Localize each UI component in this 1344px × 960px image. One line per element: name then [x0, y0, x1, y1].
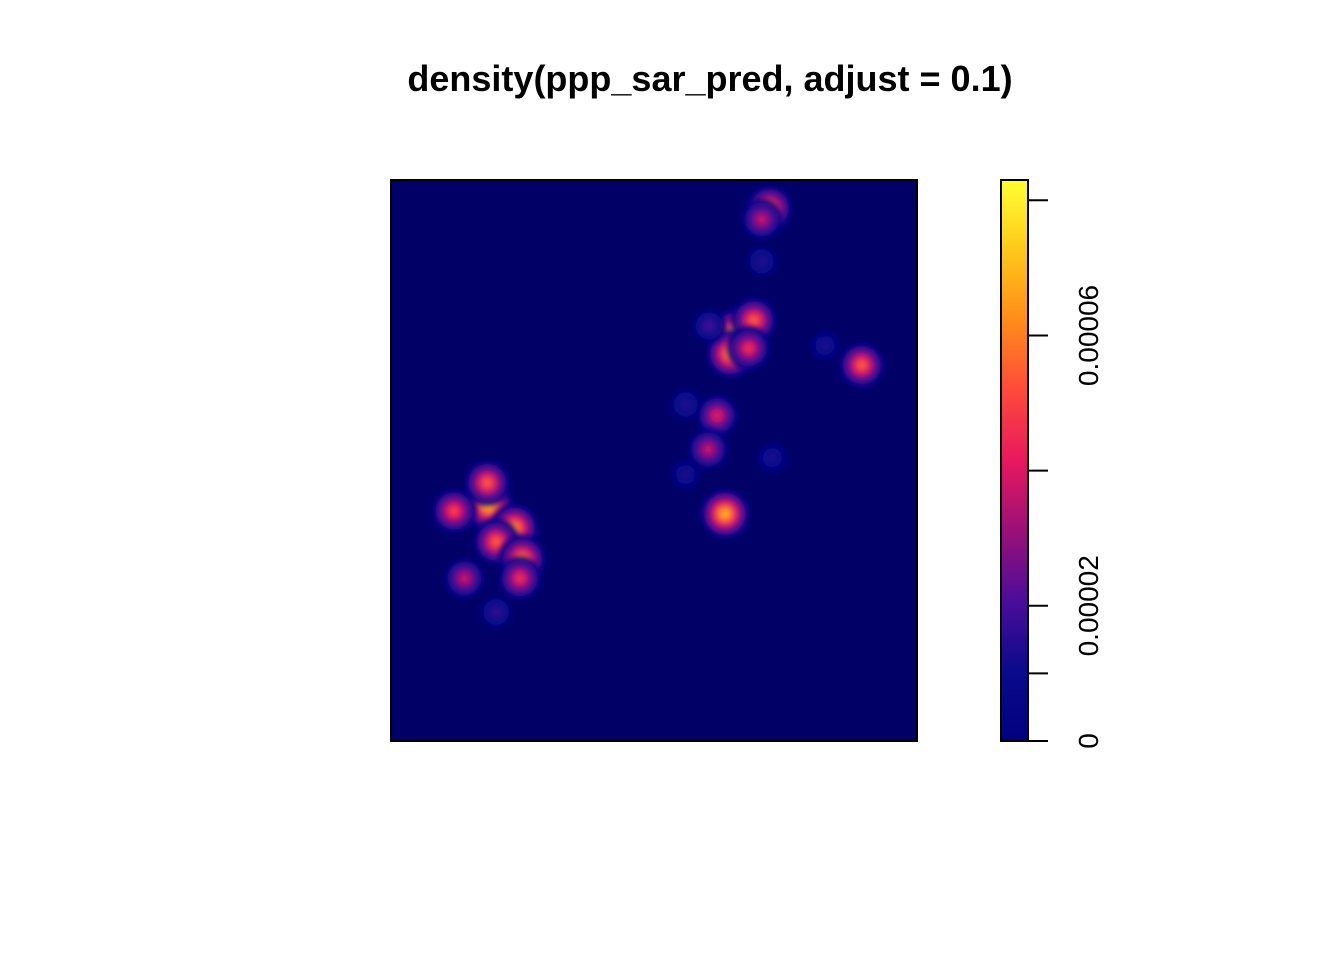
hotspot-lower-spot — [700, 489, 750, 539]
hotspot-ring — [858, 361, 866, 369]
hotspot-left-cluster-g — [498, 556, 542, 600]
hotspot-ring — [706, 323, 712, 329]
hotspot-ring — [493, 609, 499, 615]
hotspot-ring — [461, 575, 468, 582]
hotspot-ring — [450, 507, 458, 515]
hotspot-ring — [492, 538, 501, 546]
hotspot-ring — [759, 258, 765, 264]
hotspot-upper-cluster-d — [727, 326, 771, 370]
plot-frame — [390, 179, 918, 742]
hotspot-ring — [750, 316, 758, 325]
legend-tick-label: 0.00002 — [1073, 555, 1104, 656]
hotspot-ring — [822, 343, 828, 348]
hotspot-ring — [683, 401, 689, 407]
hotspot-left-cluster-b — [464, 460, 510, 506]
hotspot-left-cluster-h — [444, 558, 485, 599]
hotspot-mid-spot-b — [688, 429, 729, 470]
hotspot-faint-c — [670, 389, 701, 420]
legend-tick-label: 0.00006 — [1073, 285, 1104, 386]
legend-tick-label: 0 — [1073, 733, 1104, 749]
hotspot-ring — [745, 344, 753, 352]
hotspot-left-cluster-c — [432, 488, 477, 534]
heatmap-background — [391, 180, 917, 741]
hotspot-ring — [704, 446, 712, 453]
legend-colorbar — [1001, 180, 1028, 741]
hotspot-faint-e — [758, 443, 787, 472]
hotspot-ring — [516, 574, 524, 582]
chart-title: density(ppp_sar_pred, adjust = 0.1) — [407, 58, 1013, 99]
hotspot-ring — [758, 216, 766, 223]
hotspot-faint-g — [810, 331, 840, 360]
hotspot-ring — [720, 509, 730, 518]
legend-axis: 0 0.00002 0.00006 — [1028, 199, 1104, 749]
hotspot-faint-d — [693, 309, 726, 343]
hotspot-faint-b — [747, 246, 777, 277]
hotspot-mid-spot-a — [696, 394, 738, 437]
legend-frame — [1000, 179, 1029, 742]
hotspot-right-spot — [839, 342, 885, 388]
hotspot-faint-f — [671, 460, 700, 489]
hotspot-top-spot-b — [741, 199, 782, 240]
hotspot-ring — [683, 472, 688, 477]
hotspot-ring — [713, 412, 721, 420]
hotspot-ring — [769, 455, 775, 461]
hotspot-layer — [432, 185, 885, 628]
hotspot-faint-a — [480, 596, 512, 628]
hotspot-ring — [483, 479, 492, 487]
